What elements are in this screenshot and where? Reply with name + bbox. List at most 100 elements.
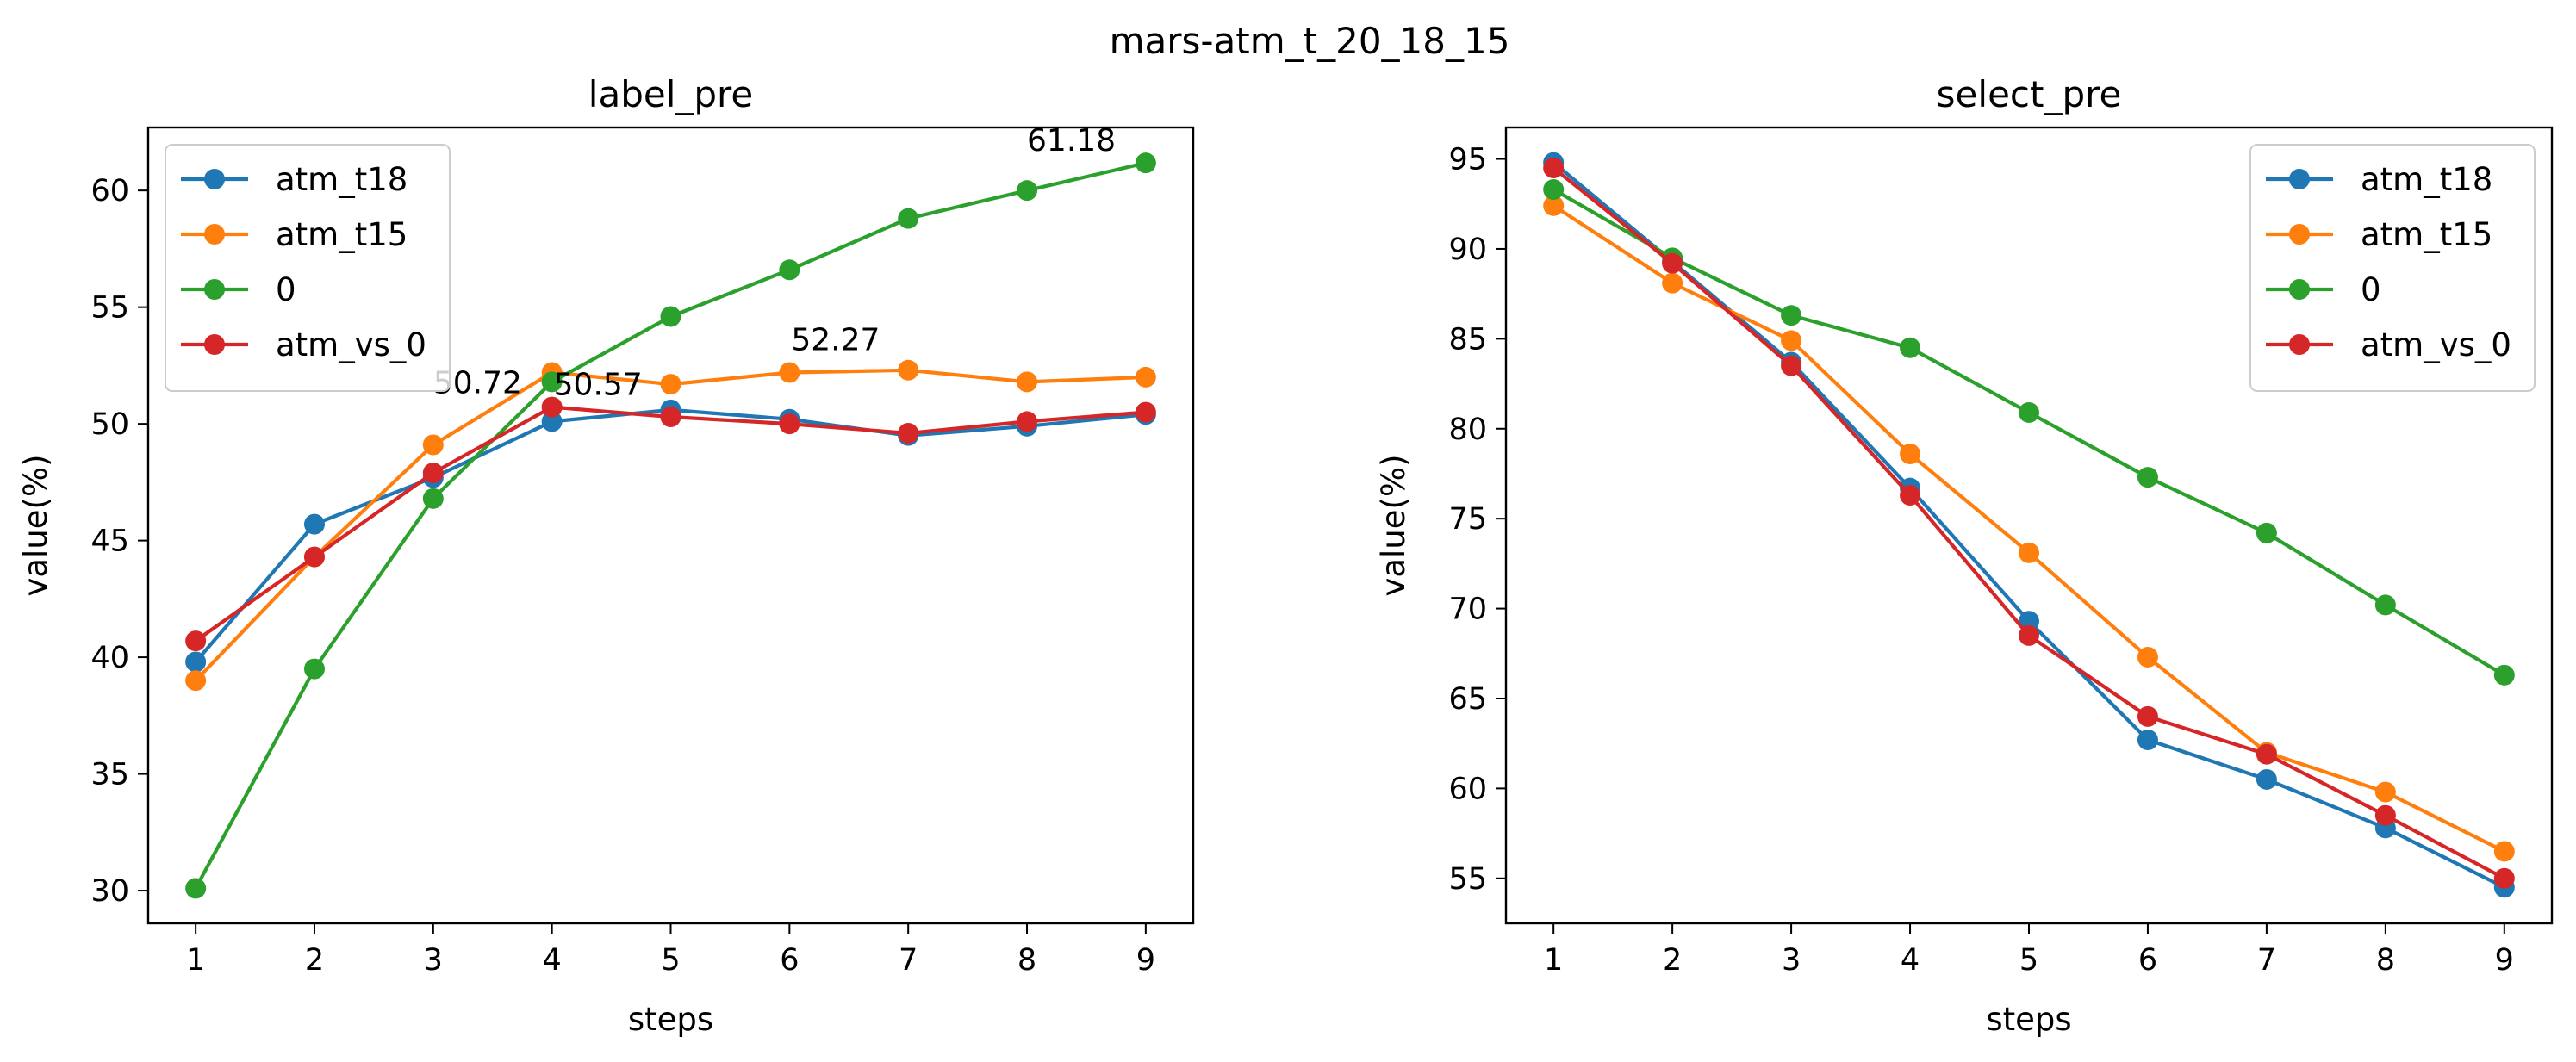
series-point-3 <box>1662 252 1683 274</box>
legend-entry: 0 <box>276 271 296 308</box>
legend-box <box>2249 144 2536 392</box>
y-axis-label: value(%) <box>1375 454 1412 596</box>
x-tick-label: 5 <box>2019 943 2038 978</box>
x-tick-label: 7 <box>2257 943 2276 978</box>
chart-title: select_pre <box>1937 73 2122 115</box>
y-tick-label: 65 <box>1448 682 1487 717</box>
y-axis-label: value(%) <box>17 454 54 596</box>
x-tick-label: 2 <box>1663 943 1682 978</box>
x-tick-label: 9 <box>2495 943 2514 978</box>
y-tick-label: 95 <box>1448 143 1487 177</box>
legend-entry: atm_t15 <box>276 216 408 253</box>
x-tick-label: 3 <box>424 943 443 978</box>
y-tick-label: 70 <box>1448 593 1487 627</box>
legend-marker <box>2289 169 2310 189</box>
series-point-3 <box>898 422 919 444</box>
series-point-2 <box>660 306 681 327</box>
y-tick-label: 75 <box>1448 502 1487 537</box>
x-tick-label: 7 <box>899 943 918 978</box>
series-point-1 <box>1135 366 1156 388</box>
y-tick-label: 35 <box>90 758 129 792</box>
legend: atm_t18 atm_t15 0 atm_vs_0 <box>2249 144 2536 392</box>
legend-entry: atm_t18 <box>276 161 408 198</box>
x-tick-label: 1 <box>1544 943 1563 978</box>
x-tick-label: 2 <box>305 943 324 978</box>
series-point-1 <box>1543 195 1565 216</box>
series-point-0 <box>541 411 563 432</box>
series-point-2 <box>2137 467 2158 488</box>
series-point-2 <box>2256 522 2277 543</box>
y-tick-label: 60 <box>90 174 129 208</box>
series-point-3 <box>2374 804 2396 826</box>
series-point-1 <box>1781 330 1802 351</box>
data-annotation: 52.27 <box>791 323 880 358</box>
series-point-0 <box>2256 768 2277 790</box>
chart-title: label_pre <box>588 73 753 115</box>
legend-marker <box>2289 224 2310 245</box>
legend-marker <box>204 169 225 189</box>
series-point-2 <box>1135 152 1156 174</box>
y-tick-label: 45 <box>90 525 129 559</box>
y-tick-label: 55 <box>1448 862 1487 897</box>
series-point-1 <box>1017 371 1038 393</box>
series-point-2 <box>779 259 800 281</box>
series-point-1 <box>422 434 444 456</box>
series-point-3 <box>1135 401 1156 423</box>
series-point-3 <box>1017 411 1038 432</box>
legend: atm_t18 atm_t15 0 atm_vs_0 <box>165 144 451 392</box>
series-point-0 <box>185 651 207 673</box>
legend-marker <box>204 279 225 300</box>
x-tick-label: 4 <box>1901 943 1920 978</box>
series-point-1 <box>1900 443 1921 464</box>
series-point-1 <box>779 362 800 383</box>
x-tick-label: 4 <box>543 943 562 978</box>
x-tick-label: 3 <box>1782 943 1801 978</box>
series-point-2 <box>1017 180 1038 202</box>
data-annotation: 61.18 <box>1027 123 1116 158</box>
y-tick-label: 90 <box>1448 233 1487 267</box>
series-point-2 <box>1900 337 1921 358</box>
legend-entry: 0 <box>2361 271 2381 308</box>
x-tick-label: 1 <box>186 943 205 978</box>
figure-suptitle: mars-atm_t_20_18_15 <box>1110 20 1510 62</box>
y-tick-label: 55 <box>90 291 129 326</box>
series-point-1 <box>2493 841 2515 862</box>
legend-marker <box>204 224 225 245</box>
series-point-2 <box>541 371 563 393</box>
series-point-3 <box>1543 157 1565 178</box>
legend-marker <box>2289 279 2310 300</box>
series-point-1 <box>2374 781 2396 803</box>
series-point-0 <box>2137 730 2158 751</box>
y-tick-label: 85 <box>1448 322 1487 357</box>
legend-box <box>165 144 451 392</box>
legend-entry: atm_t18 <box>2361 161 2492 198</box>
legend-entry: atm_vs_0 <box>276 326 426 363</box>
series-point-3 <box>779 413 800 435</box>
series-point-2 <box>185 878 207 899</box>
y-tick-label: 40 <box>90 641 129 675</box>
y-tick-label: 60 <box>1448 772 1487 806</box>
x-tick-label: 9 <box>1136 943 1155 978</box>
legend-entry: atm_t15 <box>2361 216 2492 253</box>
series-point-2 <box>898 208 919 229</box>
series-point-1 <box>660 374 681 395</box>
series-point-2 <box>2493 664 2515 686</box>
x-tick-label: 8 <box>1017 943 1036 978</box>
series-point-3 <box>541 396 563 418</box>
x-axis-label: steps <box>628 1001 713 1038</box>
x-tick-label: 5 <box>661 943 680 978</box>
series-point-2 <box>1543 179 1565 201</box>
legend-entry: atm_vs_0 <box>2361 326 2511 363</box>
x-tick-label: 6 <box>780 943 799 978</box>
series-point-2 <box>422 488 444 509</box>
series-point-3 <box>2019 624 2039 646</box>
series-point-2 <box>2019 401 2039 423</box>
data-annotation: 50.57 <box>554 368 643 403</box>
series-point-3 <box>1900 485 1921 506</box>
series-point-3 <box>660 407 681 427</box>
series-point-3 <box>2256 743 2277 765</box>
